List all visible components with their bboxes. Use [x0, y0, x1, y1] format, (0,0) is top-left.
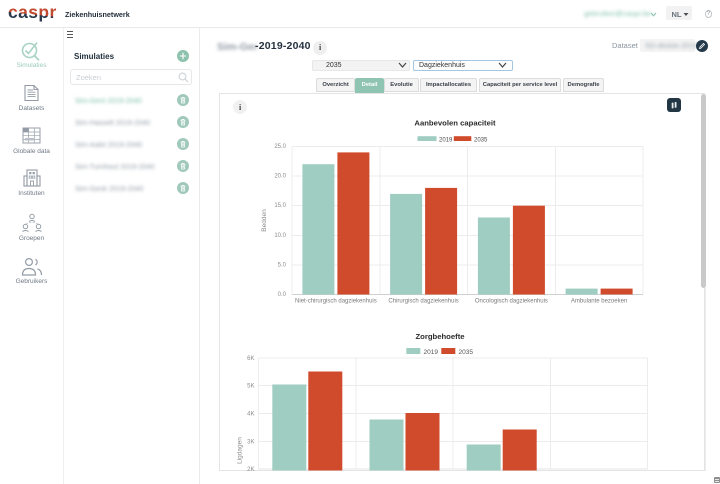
svg-text:10.0: 10.0 — [274, 232, 286, 238]
svg-text:Bedden: Bedden — [261, 208, 268, 231]
svg-text:2019: 2019 — [439, 137, 453, 143]
svg-text:Niet-chirurgisch dagziekenhuis: Niet-chirurgisch dagziekenhuis — [295, 298, 377, 304]
svg-text:5.0: 5.0 — [278, 262, 287, 268]
svg-text:20.0: 20.0 — [274, 173, 286, 179]
svg-text:25.0: 25.0 — [274, 144, 286, 150]
svg-text:2K: 2K — [247, 467, 254, 471]
svg-text:15.0: 15.0 — [274, 203, 286, 209]
svg-text:Oncologisch dagziekenhuis: Oncologisch dagziekenhuis — [475, 298, 548, 304]
svg-text:2035: 2035 — [474, 137, 488, 143]
svg-text:3K: 3K — [247, 439, 254, 445]
svg-text:0.0: 0.0 — [278, 292, 287, 298]
svg-text:Ambulante bezoeken: Ambulante bezoeken — [571, 298, 627, 304]
svg-text:2035: 2035 — [459, 349, 474, 356]
svg-text:Chirurgisch dagziekenhuis: Chirurgisch dagziekenhuis — [388, 298, 458, 304]
svg-text:Ligdagen: Ligdagen — [237, 436, 244, 463]
svg-text:Aanbevolen capaciteit: Aanbevolen capaciteit — [414, 118, 496, 127]
svg-text:5K: 5K — [247, 383, 254, 389]
svg-text:caspr: caspr — [8, 2, 57, 22]
svg-text:Zorgbehoefte: Zorgbehoefte — [415, 332, 465, 341]
svg-text:6K: 6K — [247, 355, 254, 361]
svg-text:4K: 4K — [247, 411, 254, 417]
svg-text:2019: 2019 — [424, 349, 439, 356]
